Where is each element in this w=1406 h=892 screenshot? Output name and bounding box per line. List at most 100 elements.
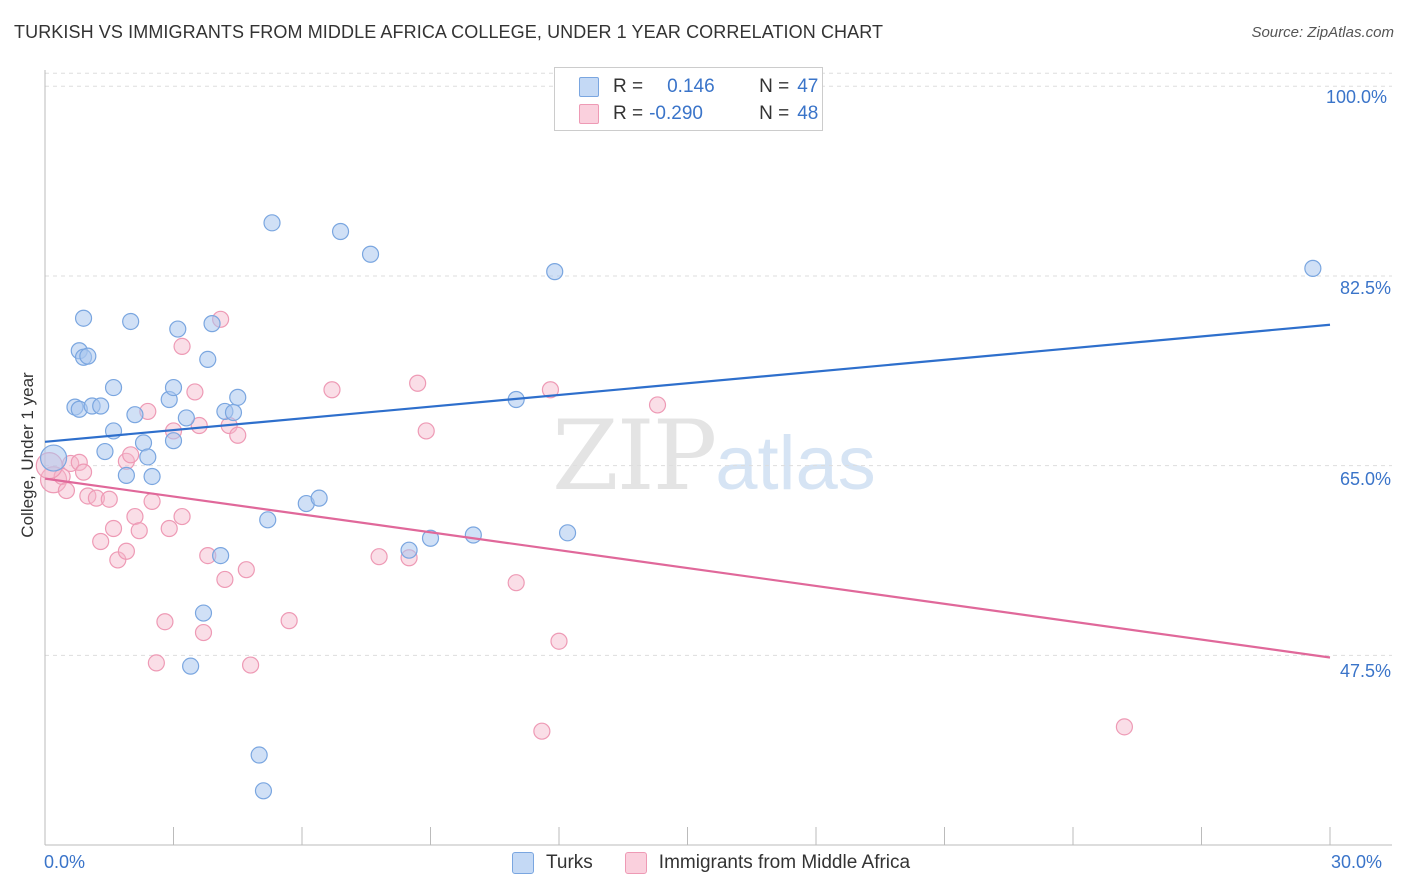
africa-point [216, 570, 234, 589]
legend-r-label: R = [613, 76, 644, 97]
turks-point [421, 529, 440, 547]
africa-point [417, 422, 435, 440]
turks-point [164, 432, 183, 450]
turks-point [169, 320, 187, 338]
turks-point [126, 406, 144, 424]
africa-point [100, 490, 118, 508]
africa-point [122, 446, 140, 464]
africa-point [550, 632, 568, 650]
y-tick-label: 82.5% [1340, 278, 1392, 298]
legend-n-label: N = [759, 103, 790, 124]
legend-n-value: 48 [797, 103, 819, 124]
africa-point [160, 519, 178, 538]
africa-point [104, 519, 123, 538]
turks-point [199, 350, 217, 369]
chart-title: TURKISH VS IMMIGRANTS FROM MIDDLE AFRICA… [14, 22, 884, 42]
y-tick-label: 47.5% [1340, 661, 1392, 681]
axes [44, 70, 1392, 846]
africa-point [70, 453, 88, 471]
africa-point [186, 383, 204, 401]
turks-point [92, 397, 110, 415]
turks-point [96, 442, 114, 461]
turks-point [139, 448, 157, 466]
turks-swatch [579, 77, 599, 97]
africa-legend-label: Immigrants from Middle Africa [658, 852, 911, 873]
turks-point [331, 222, 350, 241]
watermark-atlas: atlas [715, 421, 876, 506]
africa-point [156, 613, 174, 631]
turks-point [182, 657, 200, 675]
legend-row-turks: R = 0.146 N = 47 [579, 76, 818, 98]
africa-point [57, 481, 76, 500]
turks-point [164, 378, 183, 397]
turks-point [74, 309, 93, 327]
series-legend: Turks Immigrants from Middle Africa [512, 852, 942, 874]
turks-point [143, 467, 161, 486]
africa-point [409, 374, 427, 392]
africa-point [117, 542, 135, 560]
turks-point [1304, 259, 1322, 277]
africa-point [242, 656, 260, 674]
turks-points [39, 83, 1322, 800]
turks-point [229, 388, 247, 406]
turks-point [203, 315, 221, 333]
africa-points [35, 310, 1134, 740]
y-tick-label: 100.0% [1326, 87, 1388, 107]
turks-point [122, 312, 140, 331]
legend-r-value: -0.290 [649, 103, 703, 124]
turks-point [310, 489, 328, 507]
africa-point [87, 489, 106, 507]
legend-n-value: 47 [797, 76, 819, 97]
x-max-label: 30.0% [1331, 852, 1383, 872]
africa-point [370, 548, 388, 566]
source-label: Source: ZipAtlas.com [1251, 24, 1394, 41]
africa-point [280, 612, 298, 630]
y-axis-title: College, Under 1 year [18, 372, 37, 538]
turks-point [250, 746, 268, 764]
africa-point [237, 561, 255, 579]
turks-point [259, 511, 277, 529]
africa-point [541, 381, 560, 399]
turks-point [558, 524, 577, 542]
africa-point [92, 532, 110, 551]
turks-legend-label: Turks [546, 852, 593, 873]
africa-point [173, 337, 191, 355]
africa-point [147, 654, 165, 672]
africa-point [1115, 718, 1134, 736]
turks-point [194, 604, 213, 622]
africa-point [130, 522, 148, 540]
turks-point [39, 444, 68, 472]
y-tick-label: 65.0% [1340, 469, 1392, 489]
turks-trend-line [44, 323, 1331, 443]
turks-point [177, 409, 195, 427]
africa-point [173, 507, 191, 526]
turks-point [361, 245, 380, 263]
turks-point [117, 466, 135, 484]
turks-point [224, 403, 243, 422]
watermark: ZIPatlas [552, 400, 876, 512]
turks-point [400, 541, 418, 559]
turks-point [79, 347, 97, 365]
africa-point [143, 492, 161, 510]
turks-point [104, 378, 123, 397]
watermark-zip: ZIP [552, 400, 717, 512]
trend-lines [44, 323, 1331, 659]
turks-point [546, 263, 564, 281]
africa-point [648, 396, 667, 414]
africa-trend-line [44, 477, 1331, 659]
africa-point [507, 574, 525, 592]
africa-point [190, 416, 208, 435]
correlation-legend: R = 0.146 N = 47 R = -0.290 N = 48 [554, 67, 823, 131]
africa-point [229, 426, 247, 444]
africa-point [323, 381, 341, 399]
turks-point [464, 526, 482, 544]
turks-legend-swatch [512, 852, 534, 874]
legend-r-value: 0.146 [667, 76, 715, 97]
legend-item-africa: Immigrants from Middle Africa [624, 852, 911, 874]
africa-point [194, 623, 213, 642]
legend-row-africa: R = -0.290 N = 48 [579, 103, 818, 125]
africa-point [74, 463, 93, 481]
africa-point [533, 722, 551, 740]
x-min-label: 0.0% [44, 852, 86, 872]
